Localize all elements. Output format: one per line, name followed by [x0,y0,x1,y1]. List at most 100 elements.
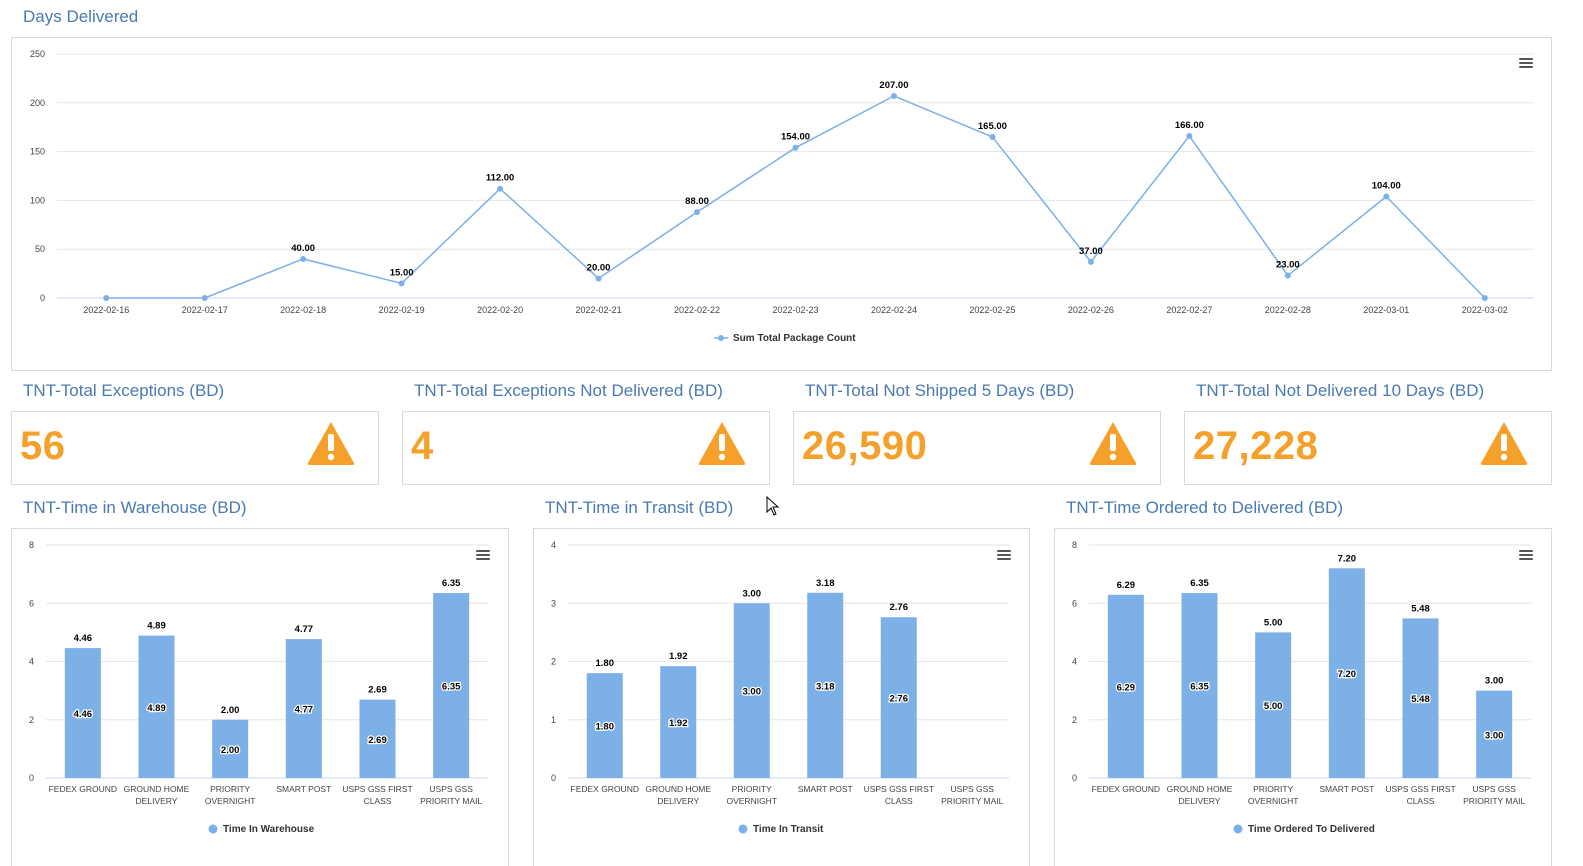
y-tick-label: 0 [40,293,45,303]
bar [212,719,249,778]
data-label: 7.20 [1338,553,1357,564]
data-label: 37.00 [1079,246,1103,257]
x-tick-label: 2022-02-26 [1068,305,1114,315]
bar-chart-title-warehouse: TNT-Time in Warehouse (BD) [23,498,247,517]
data-point [1087,258,1094,265]
y-tick-label: 50 [35,244,45,254]
x-tick-label: PRIORITY MAIL [1463,796,1525,806]
x-tick-label: FEDEX GROUND [49,784,117,794]
legend-label: Time In Transit [753,824,824,835]
bar [880,617,917,778]
data-label: 4.89 [147,621,166,632]
x-tick-label: USPS GSS [429,784,473,794]
inner-data-label: 6.29 [1117,682,1136,693]
bar [285,639,322,778]
x-tick-label: PRIORITY MAIL [941,796,1003,806]
y-tick-label: 0 [1072,773,1077,783]
x-tick-label: 2022-02-25 [969,305,1015,315]
data-label: 4.77 [295,624,314,635]
data-label: 40.00 [291,243,315,254]
data-label: 88.00 [685,196,709,207]
data-point [792,144,799,151]
data-label: 2.76 [890,602,909,613]
chart-menu-icon[interactable] [1519,58,1533,69]
inner-data-label: 4.46 [74,709,93,720]
bar [1181,593,1218,778]
data-label: 112.00 [486,173,515,184]
kpi-title-not-shipped: TNT-Total Not Shipped 5 Days (BD) [805,381,1075,400]
warning-icon [1480,422,1528,465]
y-tick-label: 8 [29,540,34,550]
line-chart-panel: 0 50 100 150 200 250 2022-02-16 2022-02-17 2022-… [11,37,1552,371]
y-tick-label: 2 [1072,715,1077,725]
x-tick-label: CLASS [1407,796,1435,806]
x-tick-label: DELIVERY [136,796,178,806]
bar [1255,632,1292,778]
data-point [201,295,208,301]
x-tick-label: 2022-03-02 [1462,305,1508,315]
bar [1476,690,1513,778]
bar [138,635,175,778]
bar-chart-panel-transit: 0 1 2 3 4 FEDEX GROUND 1.80 1.80 GROUND HOME DELI… [533,528,1030,866]
data-point [497,185,504,192]
x-tick-label: USPS GSS [951,784,995,794]
kpi-tile-exceptions-not-delivered: 4 [402,411,770,485]
chart-menu-icon[interactable] [997,550,1011,561]
data-point [890,92,897,99]
data-label: 3.00 [1485,676,1504,687]
inner-data-label: 2.69 [368,735,387,746]
x-tick-label: PRIORITY [210,784,250,794]
x-tick-label: 2022-02-20 [477,305,523,315]
legend-label: Time Ordered To Delivered [1248,824,1375,835]
kpi-value: 4 [411,424,434,468]
data-point [1383,193,1390,200]
y-tick-label: 8 [1072,540,1077,550]
chart-menu-icon[interactable] [1519,550,1533,561]
x-tick-label: 2022-02-21 [576,305,622,315]
x-tick-label: 2022-02-19 [379,305,425,315]
data-label: 1.92 [669,651,688,662]
data-label: 207.00 [879,80,908,91]
bar-chart-ordered-to-delivered: 0 2 4 6 8 FEDEX GROUND 6.29 6.29 GROUND HOME DELI… [1072,540,1531,835]
x-tick-label: USPS GSS [1472,784,1516,794]
x-tick-label: CLASS [364,796,392,806]
inner-data-label: 6.35 [1190,682,1209,693]
data-label: 3.18 [816,578,835,589]
bar [733,603,770,778]
kpi-value: 27,228 [1193,424,1319,468]
x-tick-label: 2022-02-17 [182,305,228,315]
y-tick-label: 4 [29,657,34,667]
x-tick-label: PRIORITY [732,784,772,794]
x-tick-label: GROUND HOME [1167,784,1233,794]
x-tick-label: DELIVERY [1179,796,1221,806]
x-tick-label: DELIVERY [657,796,699,806]
data-label: 6.35 [1190,578,1209,589]
inner-data-label: 1.92 [669,718,688,729]
x-tick-label: OVERNIGHT [1248,796,1299,806]
data-point [1481,295,1488,301]
bar-chart-panel-ordered-to-delivered: 0 2 4 6 8 FEDEX GROUND 6.29 6.29 GROUND HOME DELI… [1054,528,1552,866]
legend-label: Sum Total Package Count [733,333,856,344]
data-label: 1.80 [596,658,615,669]
data-point [1284,272,1291,279]
kpi-title-exceptions-not-delivered: TNT-Total Exceptions Not Delivered (BD) [414,381,723,400]
data-label: 20.00 [587,262,611,273]
data-label: 6.29 [1117,580,1136,591]
mouse-cursor-icon [766,496,780,516]
legend-marker [1233,824,1243,834]
y-tick-label: 150 [30,147,45,157]
y-tick-label: 0 [29,773,34,783]
bar [433,593,470,778]
bar [586,673,623,778]
inner-data-label: 4.89 [147,703,166,714]
x-tick-label: FEDEX GROUND [1092,784,1160,794]
x-tick-label: USPS GSS FIRST [1385,784,1455,794]
data-label: 154.00 [781,132,810,143]
x-tick-label: 2022-03-01 [1363,305,1409,315]
y-tick-label: 1 [551,715,556,725]
y-tick-label: 3 [551,598,556,608]
legend-label: Time In Warehouse [223,824,315,835]
kpi-tile-not-shipped: 26,590 [793,411,1161,485]
bar [64,648,101,778]
chart-menu-icon[interactable] [476,550,490,561]
